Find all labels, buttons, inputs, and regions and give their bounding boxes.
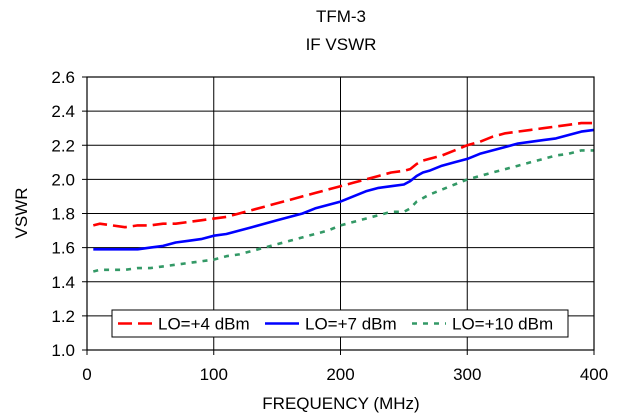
series-line-1 <box>92 121 594 229</box>
axis-layer: 1.0 1.2 1.4 1.6 1.8 2.0 2.2 2.4 2.6 0 100 200 300 400 <box>51 68 608 384</box>
legend-box <box>111 309 569 338</box>
legend-label: LO=+7 dBm <box>305 315 397 334</box>
series-layer <box>92 121 595 273</box>
y-tick-label: 2.4 <box>51 102 75 121</box>
y-tick-label: 1.6 <box>51 239 75 258</box>
grid-layer <box>86 76 595 351</box>
x-tick-label: 100 <box>200 365 228 384</box>
x-tick-label: 0 <box>82 365 91 384</box>
y-axis-label: VSWR <box>12 188 31 239</box>
legend-label: LO=+10 dBm <box>452 315 553 334</box>
y-tick-label: 1.8 <box>51 205 75 224</box>
y-tick-label: 1.2 <box>51 307 75 326</box>
y-tick-label: 1.0 <box>51 341 75 360</box>
chart-subtitle: IF VSWR <box>306 35 377 54</box>
x-tick-label: 400 <box>580 365 608 384</box>
y-tick-label: 2.6 <box>51 68 75 87</box>
y-tick-label: 1.4 <box>51 273 75 292</box>
series-line-2 <box>93 128 595 251</box>
legend: LO=+4 dBm LO=+7 dBm LO=+10 dBm <box>111 309 569 338</box>
x-tick-label: 200 <box>326 365 354 384</box>
legend-label: LO=+4 dBm <box>158 315 250 334</box>
chart-title: TFM-3 <box>316 7 366 26</box>
x-tick-label: 300 <box>453 365 481 384</box>
y-tick-label: 2.0 <box>51 170 75 189</box>
x-axis-label: FREQUENCY (MHz) <box>262 394 419 413</box>
series-line-3 <box>92 149 594 273</box>
y-tick-label: 2.2 <box>51 136 75 155</box>
plot-area-frame <box>86 76 595 351</box>
